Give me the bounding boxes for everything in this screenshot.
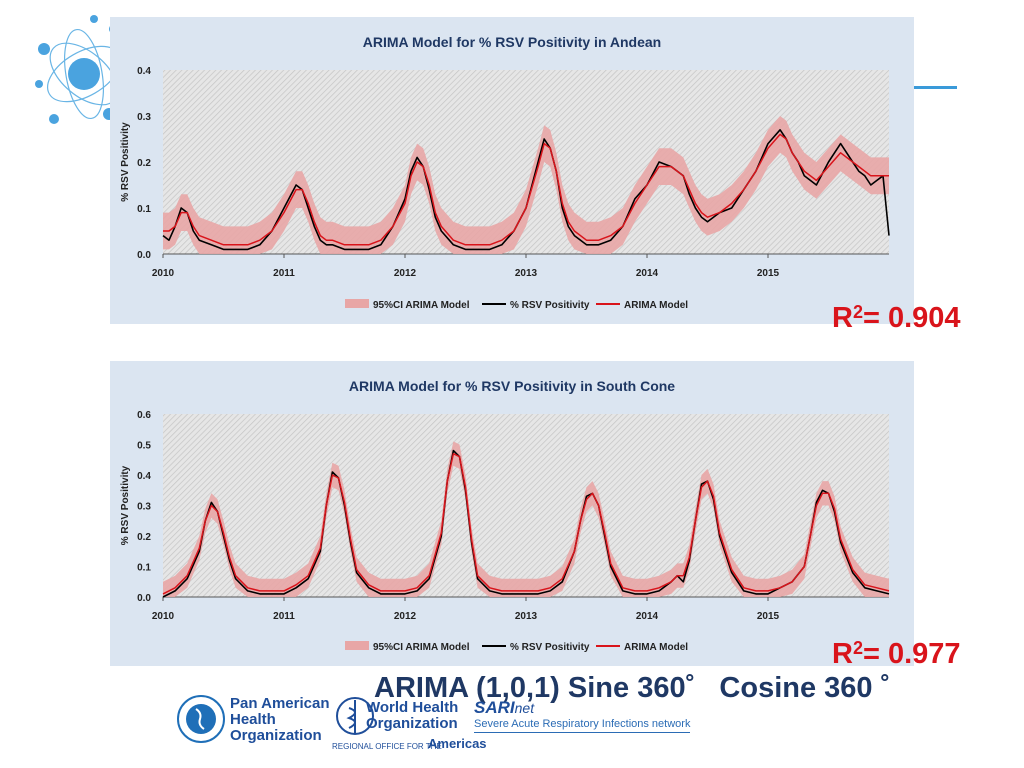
y-tick-label: 0.4 (137, 66, 151, 77)
who-emblem-icon (336, 697, 374, 735)
sarinet-subtitle: Severe Acute Respiratory Infections netw… (474, 718, 691, 733)
legend-label: 95%CI ARIMA Model (373, 642, 470, 653)
x-tick-label: 2012 (394, 268, 417, 279)
y-tick-label: 0.4 (137, 471, 151, 482)
globe-network-decoration (35, 15, 121, 124)
plot-area (163, 414, 889, 597)
x-tick-label: 2012 (394, 611, 417, 622)
x-tick-label: 2011 (273, 611, 295, 622)
paho-emblem-icon (177, 695, 225, 743)
y-tick-label: 0.6 (137, 410, 151, 421)
chart-andean: ARIMA Model for % RSV Positivity in Ande… (120, 34, 890, 311)
who-name-line-1: World Health (366, 699, 459, 716)
americas-label: Americas (428, 736, 487, 751)
y-tick-label: 0.3 (137, 112, 151, 123)
logo-bar: Pan American Health Organization World H… (176, 690, 716, 760)
y-tick-label: 0.3 (137, 502, 151, 513)
legend-label: % RSV Positivity (510, 300, 590, 311)
paho-name-line-1: Pan American (230, 695, 330, 712)
chart-panel-south-cone: ARIMA Model for % RSV Positivity in Sout… (110, 361, 914, 666)
who-name-line-2: Organization (366, 715, 458, 732)
series-line-model (162, 452, 890, 595)
x-tick-label: 2013 (515, 268, 538, 279)
x-tick-label: 2015 (757, 268, 780, 279)
y-axis-label: % RSV Positivity (120, 122, 131, 202)
paho-name-line-3: Organization (230, 727, 322, 744)
series-line-model (163, 133, 889, 246)
who-regional-label: REGIONAL OFFICE FOR THE (332, 742, 442, 751)
legend-label: ARIMA Model (624, 300, 688, 311)
legend-label: 95%CI ARIMA Model (373, 300, 470, 311)
legend-label: ARIMA Model (624, 642, 688, 653)
y-tick-label: 0.2 (137, 532, 151, 543)
model-title: ARIMA (1,0,1) Sine 360˚ Cosine 360 ˚ (374, 672, 891, 704)
series-line-observed (162, 449, 890, 598)
y-tick-label: 0.2 (137, 158, 151, 169)
x-tick-label: 2014 (636, 268, 659, 279)
chart-south-cone: ARIMA Model for % RSV Positivity in Sout… (120, 378, 890, 653)
x-tick-label: 2014 (636, 611, 659, 622)
r-squared-andean: R2= 0.904 (832, 302, 961, 334)
sarinet-logo: SARInet (474, 698, 535, 717)
y-tick-label: 0.5 (137, 441, 151, 452)
y-tick-label: 0.1 (137, 563, 151, 574)
chart-panel-andean: ARIMA Model for % RSV Positivity in Ande… (110, 17, 914, 324)
paho-name-line-2: Health (230, 711, 276, 728)
x-tick-label: 2010 (152, 611, 175, 622)
legend-label: % RSV Positivity (510, 642, 590, 653)
chart-title: ARIMA Model for % RSV Positivity in Ande… (363, 34, 661, 50)
legend-swatch-ci (345, 641, 369, 650)
ci-band (163, 116, 889, 254)
y-tick-label: 0.1 (137, 204, 151, 215)
x-tick-label: 2015 (757, 611, 780, 622)
x-tick-label: 2011 (273, 268, 295, 279)
r-squared-south-cone: R2= 0.977 (832, 638, 961, 670)
legend-swatch-ci (345, 299, 369, 308)
ci-band (163, 441, 889, 597)
chart-title: ARIMA Model for % RSV Positivity in Sout… (349, 378, 675, 394)
x-tick-label: 2013 (515, 611, 538, 622)
decorative-line (905, 86, 957, 89)
x-tick-label: 2010 (152, 268, 175, 279)
y-tick-label: 0.0 (137, 250, 151, 261)
y-tick-label: 0.0 (137, 593, 151, 604)
y-axis-label: % RSV Positivity (120, 465, 131, 545)
